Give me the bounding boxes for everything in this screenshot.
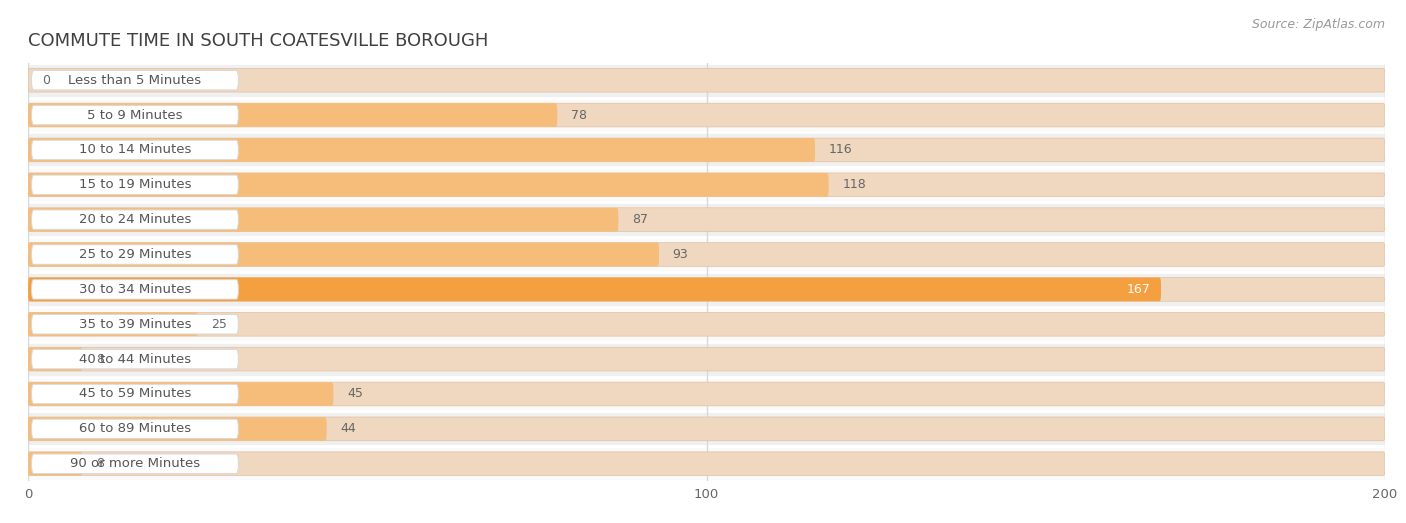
FancyBboxPatch shape [28, 452, 83, 475]
Text: 93: 93 [672, 248, 689, 261]
Bar [28, 446, 1385, 481]
FancyBboxPatch shape [28, 243, 659, 266]
Text: 8: 8 [96, 353, 104, 366]
Text: 44: 44 [340, 423, 356, 435]
Text: 20 to 24 Minutes: 20 to 24 Minutes [79, 213, 191, 226]
FancyBboxPatch shape [28, 243, 1385, 266]
FancyBboxPatch shape [28, 417, 326, 441]
Bar [28, 307, 1385, 342]
FancyBboxPatch shape [28, 417, 1385, 441]
Text: 116: 116 [828, 143, 852, 156]
Bar [28, 342, 1385, 377]
FancyBboxPatch shape [28, 312, 1385, 336]
FancyBboxPatch shape [28, 208, 619, 232]
Bar [28, 202, 1385, 237]
Bar [28, 98, 1385, 132]
Bar [28, 377, 1385, 412]
FancyBboxPatch shape [31, 245, 239, 264]
Text: 15 to 19 Minutes: 15 to 19 Minutes [79, 178, 191, 191]
Text: 25: 25 [211, 318, 228, 331]
Text: 0: 0 [42, 74, 49, 87]
Text: 90 or more Minutes: 90 or more Minutes [70, 457, 200, 470]
FancyBboxPatch shape [28, 173, 828, 197]
FancyBboxPatch shape [28, 347, 83, 371]
Bar [28, 272, 1385, 307]
Text: 30 to 34 Minutes: 30 to 34 Minutes [79, 283, 191, 296]
FancyBboxPatch shape [31, 280, 239, 299]
FancyBboxPatch shape [28, 347, 1385, 371]
FancyBboxPatch shape [31, 140, 239, 160]
FancyBboxPatch shape [31, 105, 239, 125]
FancyBboxPatch shape [28, 103, 1385, 127]
Bar [28, 63, 1385, 98]
FancyBboxPatch shape [28, 278, 1385, 301]
Text: COMMUTE TIME IN SOUTH COATESVILLE BOROUGH: COMMUTE TIME IN SOUTH COATESVILLE BOROUG… [28, 32, 488, 50]
FancyBboxPatch shape [28, 312, 198, 336]
Text: 40 to 44 Minutes: 40 to 44 Minutes [79, 353, 191, 366]
FancyBboxPatch shape [31, 454, 239, 473]
Text: 78: 78 [571, 109, 586, 121]
FancyBboxPatch shape [28, 382, 1385, 406]
FancyBboxPatch shape [31, 314, 239, 334]
Text: 5 to 9 Minutes: 5 to 9 Minutes [87, 109, 183, 121]
Bar [28, 167, 1385, 202]
Bar [28, 237, 1385, 272]
Text: 87: 87 [631, 213, 648, 226]
Text: 118: 118 [842, 178, 866, 191]
Text: 10 to 14 Minutes: 10 to 14 Minutes [79, 143, 191, 156]
FancyBboxPatch shape [28, 69, 1385, 92]
FancyBboxPatch shape [28, 138, 1385, 162]
FancyBboxPatch shape [31, 384, 239, 404]
FancyBboxPatch shape [31, 349, 239, 369]
FancyBboxPatch shape [31, 210, 239, 230]
Bar [28, 412, 1385, 446]
Text: 167: 167 [1128, 283, 1152, 296]
Bar [28, 132, 1385, 167]
Text: 8: 8 [96, 457, 104, 470]
Text: Less than 5 Minutes: Less than 5 Minutes [69, 74, 201, 87]
FancyBboxPatch shape [28, 278, 1161, 301]
FancyBboxPatch shape [28, 452, 1385, 475]
Text: 25 to 29 Minutes: 25 to 29 Minutes [79, 248, 191, 261]
FancyBboxPatch shape [31, 175, 239, 195]
Text: 45: 45 [347, 388, 363, 401]
FancyBboxPatch shape [31, 419, 239, 439]
FancyBboxPatch shape [28, 173, 1385, 197]
FancyBboxPatch shape [28, 138, 815, 162]
FancyBboxPatch shape [28, 103, 557, 127]
FancyBboxPatch shape [28, 382, 333, 406]
Text: 45 to 59 Minutes: 45 to 59 Minutes [79, 388, 191, 401]
Text: 35 to 39 Minutes: 35 to 39 Minutes [79, 318, 191, 331]
Text: Source: ZipAtlas.com: Source: ZipAtlas.com [1251, 18, 1385, 31]
FancyBboxPatch shape [31, 71, 239, 90]
FancyBboxPatch shape [28, 208, 1385, 232]
Text: 60 to 89 Minutes: 60 to 89 Minutes [79, 423, 191, 435]
